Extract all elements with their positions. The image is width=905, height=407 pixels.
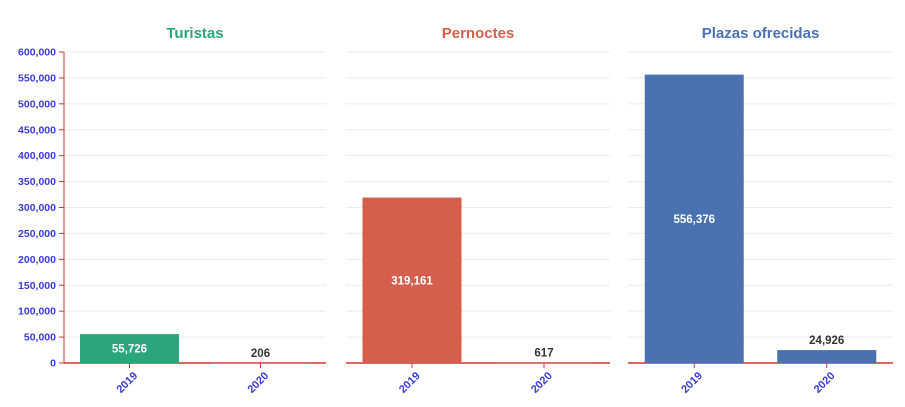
- bar-2019: [362, 197, 462, 363]
- y-tick-label: 400,000: [18, 150, 56, 162]
- panel-title: Plazas ofrecidas: [702, 25, 820, 42]
- data-label: 319,161: [391, 275, 433, 287]
- y-tick-label: 500,000: [18, 98, 56, 110]
- y-tick-label: 250,000: [18, 228, 56, 240]
- y-tick-label: 600,000: [18, 47, 56, 59]
- x-tick-label: 2019: [114, 370, 140, 396]
- data-label: 206: [251, 348, 270, 360]
- y-tick-label: 100,000: [18, 306, 56, 318]
- y-tick-label: 350,000: [18, 176, 56, 188]
- y-tick-label: 200,000: [18, 254, 56, 266]
- panel-1: 0 50,000 100,000 150,000 200,000 250,000 300,0…: [18, 25, 326, 396]
- bar-2020: [777, 350, 877, 363]
- x-tick-label: 2020: [529, 370, 555, 396]
- panel-2: Pernoctes 319,161 2019 617 2020: [346, 25, 610, 396]
- panel-title: Turistas: [166, 25, 223, 42]
- panel-3: Plazas ofrecidas 556,376 2019 24,926 2020: [628, 25, 893, 396]
- y-tick-label: 300,000: [18, 202, 56, 214]
- bar-2019: [644, 74, 744, 364]
- x-tick-label: 2019: [397, 370, 423, 396]
- y-tick-label: 150,000: [18, 280, 56, 292]
- bar-2020: [494, 362, 594, 364]
- x-tick-label: 2020: [812, 370, 838, 396]
- y-tick-label: 50,000: [24, 332, 56, 344]
- data-label: 24,926: [809, 335, 844, 347]
- y-tick-label: 450,000: [18, 124, 56, 136]
- x-tick-label: 2019: [679, 370, 705, 396]
- y-tick-label: 550,000: [18, 72, 56, 84]
- y-tick-label: 0: [50, 358, 56, 370]
- data-label: 617: [534, 348, 553, 360]
- bar-2019: [80, 334, 179, 363]
- data-label: 556,376: [673, 214, 715, 226]
- x-tick-label: 2020: [245, 370, 271, 396]
- data-label: 55,726: [112, 344, 147, 356]
- panel-title: Pernoctes: [442, 25, 515, 42]
